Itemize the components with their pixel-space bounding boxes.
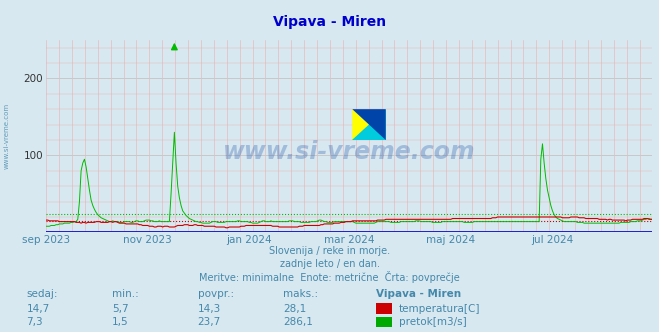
Text: www.si-vreme.com: www.si-vreme.com: [4, 103, 10, 169]
Text: maks.:: maks.:: [283, 289, 318, 299]
Text: www.si-vreme.com: www.si-vreme.com: [223, 139, 476, 164]
Text: temperatura[C]: temperatura[C]: [399, 304, 480, 314]
Text: 7,3: 7,3: [26, 317, 43, 327]
Text: Meritve: minimalne  Enote: metrične  Črta: povprečje: Meritve: minimalne Enote: metrične Črta:…: [199, 271, 460, 283]
Text: Vipava - Miren: Vipava - Miren: [273, 15, 386, 29]
Text: 23,7: 23,7: [198, 317, 221, 327]
Text: 286,1: 286,1: [283, 317, 313, 327]
Text: min.:: min.:: [112, 289, 139, 299]
Text: zadnje leto / en dan.: zadnje leto / en dan.: [279, 259, 380, 269]
Polygon shape: [353, 109, 386, 140]
Text: 5,7: 5,7: [112, 304, 129, 314]
Text: Vipava - Miren: Vipava - Miren: [376, 289, 461, 299]
Text: 14,3: 14,3: [198, 304, 221, 314]
Text: Slovenija / reke in morje.: Slovenija / reke in morje.: [269, 246, 390, 256]
Polygon shape: [353, 109, 386, 140]
Text: pretok[m3/s]: pretok[m3/s]: [399, 317, 467, 327]
Text: sedaj:: sedaj:: [26, 289, 58, 299]
Polygon shape: [353, 109, 386, 140]
Text: 1,5: 1,5: [112, 317, 129, 327]
Text: povpr.:: povpr.:: [198, 289, 234, 299]
Text: 28,1: 28,1: [283, 304, 306, 314]
Text: 14,7: 14,7: [26, 304, 49, 314]
